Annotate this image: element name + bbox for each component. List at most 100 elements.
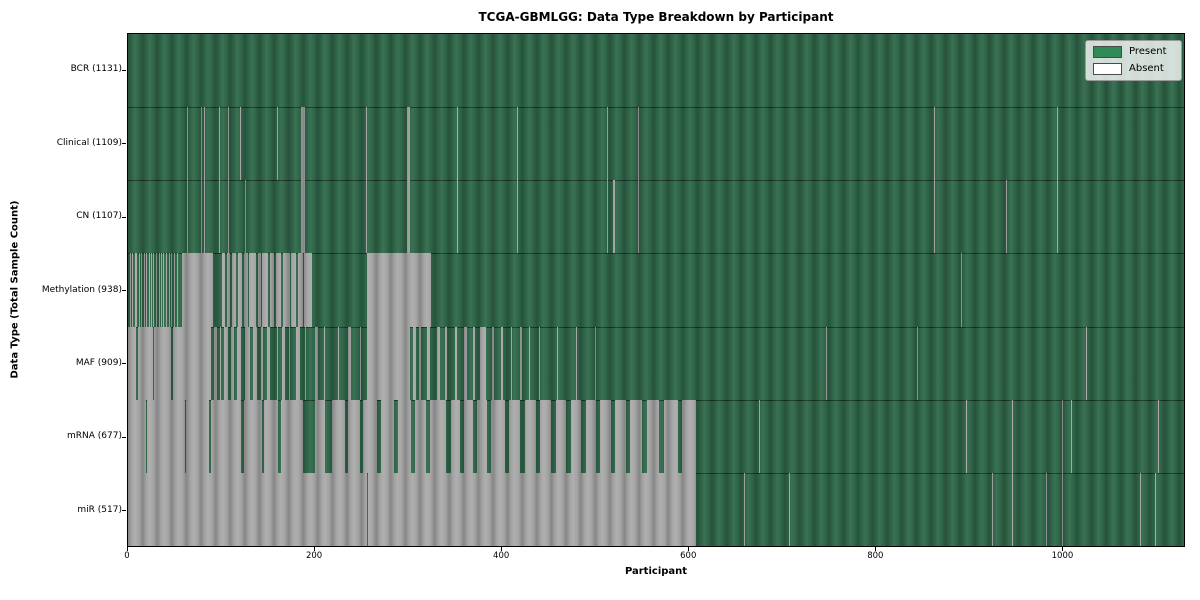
absent-segment <box>160 253 162 327</box>
ytick-mark <box>122 510 126 512</box>
row-clinical <box>128 107 1184 181</box>
absent-segment <box>282 326 285 400</box>
absent-segment <box>991 472 993 546</box>
absent-segment <box>426 326 430 400</box>
ytick-mark <box>122 363 126 365</box>
absent-segment <box>262 253 269 327</box>
absent-segment <box>363 399 378 473</box>
absent-segment <box>1155 472 1156 546</box>
xtick-mark <box>314 547 316 551</box>
absent-segment <box>331 399 345 473</box>
absent-segment <box>176 253 178 327</box>
absent-segment <box>128 399 146 473</box>
absent-segment <box>473 326 476 400</box>
absent-segment <box>933 107 935 181</box>
absent-segment <box>300 107 306 181</box>
absent-segment <box>138 326 154 400</box>
legend: Present Absent <box>1085 40 1182 81</box>
absent-segment <box>517 180 519 254</box>
absent-segment <box>456 107 458 181</box>
absent-segment <box>367 326 410 400</box>
absent-segment <box>211 399 241 473</box>
absent-segment <box>224 326 228 400</box>
absent-segment <box>281 399 303 473</box>
absent-segment <box>237 326 241 400</box>
legend-entry-present: Present <box>1093 46 1174 58</box>
absent-segment <box>200 107 202 181</box>
absent-segment <box>282 253 290 327</box>
absent-segment <box>681 399 696 473</box>
absent-segment <box>456 180 458 254</box>
absent-segment <box>359 326 361 400</box>
absent-segment <box>186 107 188 181</box>
absent-segment <box>445 326 448 400</box>
absent-segment <box>491 399 506 473</box>
absent-segment <box>163 253 165 327</box>
absent-segment <box>218 180 220 254</box>
absent-segment <box>492 326 494 400</box>
absent-segment <box>1005 180 1007 254</box>
absent-segment <box>324 326 325 400</box>
absent-segment <box>366 107 367 181</box>
xtick-label: 200 <box>305 551 323 561</box>
absent-segment <box>407 180 410 254</box>
ytick-label-bcr: BCR (1131) <box>70 64 122 75</box>
ytick-mark <box>122 69 126 71</box>
ytick-label-maf: MAF (909) <box>75 357 122 368</box>
xtick-label: 1000 <box>1051 551 1074 561</box>
absent-segment <box>230 326 234 400</box>
ytick-mark <box>122 436 126 438</box>
xtick-mark <box>127 547 128 551</box>
absent-segment <box>243 253 248 327</box>
absent-segment <box>275 253 282 327</box>
absent-segment <box>429 399 447 473</box>
absent-segment <box>338 326 339 400</box>
absent-segment <box>539 399 551 473</box>
absent-segment <box>249 253 256 327</box>
row-methylation <box>128 253 1184 327</box>
legend-label-absent: Absent <box>1129 63 1164 74</box>
absent-segment <box>297 253 303 327</box>
absent-segment <box>454 326 457 400</box>
absent-segment <box>606 107 608 181</box>
absent-segment <box>614 180 616 254</box>
absent-swatch <box>1093 63 1122 75</box>
absent-segment <box>451 399 461 473</box>
legend-label-present: Present <box>1129 46 1167 57</box>
absent-segment <box>414 399 426 473</box>
absent-segment <box>663 399 678 473</box>
absent-segment <box>264 399 279 473</box>
xtick-label: 600 <box>680 551 697 561</box>
absent-segment <box>153 253 155 327</box>
xtick-mark <box>875 547 877 551</box>
absent-segment <box>291 253 297 327</box>
ytick-mark <box>122 216 126 218</box>
absent-segment <box>300 180 306 254</box>
absent-segment <box>218 107 220 181</box>
absent-segment <box>136 253 138 327</box>
absent-segment <box>227 180 229 254</box>
plot-area <box>127 33 1185 547</box>
absent-segment <box>630 399 643 473</box>
absent-segment <box>169 253 170 327</box>
absent-segment <box>615 399 626 473</box>
absent-segment <box>529 326 531 400</box>
xtick-mark <box>688 547 690 551</box>
absent-segment <box>288 326 290 400</box>
absent-segment <box>916 326 918 400</box>
legend-entry-absent: Absent <box>1093 63 1174 75</box>
absent-segment <box>412 326 416 400</box>
absent-segment <box>240 107 241 181</box>
absent-segment <box>1057 180 1058 254</box>
absent-segment <box>231 253 237 327</box>
absent-segment <box>139 253 141 327</box>
absent-segment <box>269 253 274 327</box>
absent-segment <box>960 253 962 327</box>
absent-segment <box>277 326 279 400</box>
absent-segment <box>128 472 304 546</box>
present-swatch <box>1093 46 1122 58</box>
x-axis-label: Participant <box>624 566 688 577</box>
absent-segment <box>744 472 746 546</box>
absent-segment <box>277 107 279 181</box>
absent-segment <box>501 326 504 400</box>
